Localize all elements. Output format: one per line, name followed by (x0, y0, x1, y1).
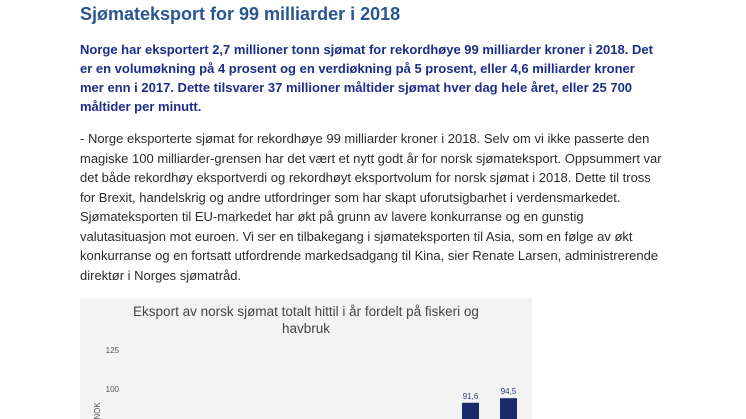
chart-title-line2: havbruk (282, 321, 330, 336)
y-tick-label: 100 (106, 385, 120, 394)
article-title: Sjømateksport for 99 milliarder i 2018 (80, 4, 401, 24)
bar (500, 398, 517, 419)
y-tick-label: 125 (106, 346, 120, 355)
bar-value-label: 91,6 (463, 392, 479, 401)
bar (462, 402, 479, 419)
bar-chart: Eksport av norsk sjømat totalt hittil i … (93, 304, 517, 419)
y-axis-label: NOK (93, 402, 102, 419)
article-lead: Norge har eksportert 2,7 millioner tonn … (80, 42, 653, 114)
article-body: - Norge eksporterte sjømat for rekordhøy… (80, 131, 662, 283)
bar-value-label: 94,5 (501, 387, 517, 396)
chart-title-line1: Eksport av norsk sjømat totalt hittil i … (133, 304, 479, 319)
chart-container: Eksport av norsk sjømat totalt hittil i … (80, 298, 532, 419)
